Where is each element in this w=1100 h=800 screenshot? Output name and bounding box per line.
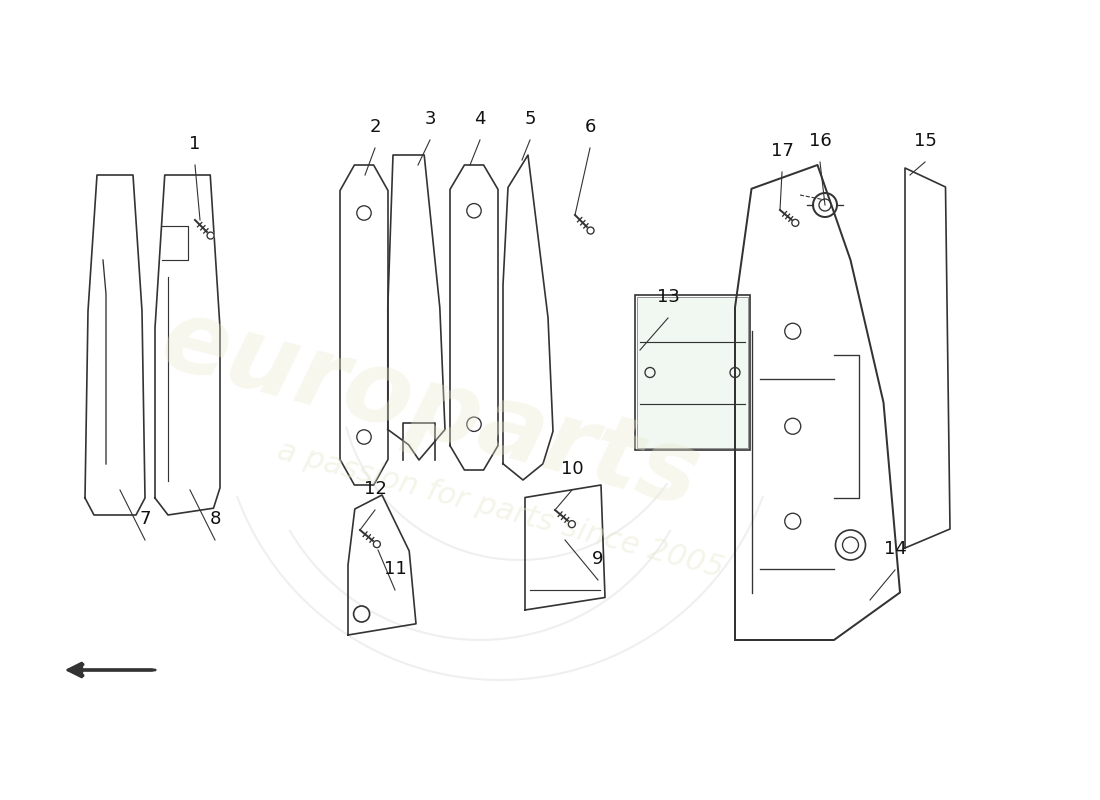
Text: 15: 15 (914, 132, 936, 150)
Text: 16: 16 (808, 132, 832, 150)
Text: 8: 8 (209, 510, 221, 528)
Bar (635, 295, 750, 450)
Circle shape (813, 193, 837, 217)
Text: 13: 13 (657, 288, 680, 306)
Circle shape (569, 521, 575, 528)
Text: 6: 6 (584, 118, 596, 136)
Text: 12: 12 (364, 480, 386, 498)
Text: 17: 17 (771, 142, 793, 160)
Circle shape (587, 227, 594, 234)
Bar (637, 297, 748, 448)
Text: 1: 1 (189, 135, 200, 153)
Text: 11: 11 (384, 560, 406, 578)
Text: 14: 14 (883, 540, 906, 558)
Circle shape (207, 232, 215, 239)
Circle shape (792, 219, 799, 226)
Text: 5: 5 (525, 110, 536, 128)
Text: 10: 10 (561, 460, 583, 478)
Text: europarts: europarts (151, 291, 710, 529)
Text: 7: 7 (140, 510, 151, 528)
Text: 9: 9 (592, 550, 604, 568)
Text: a passion for parts since 2005: a passion for parts since 2005 (274, 436, 726, 584)
Circle shape (373, 541, 381, 548)
Text: 2: 2 (370, 118, 381, 136)
Text: 3: 3 (425, 110, 436, 128)
Text: 4: 4 (474, 110, 486, 128)
